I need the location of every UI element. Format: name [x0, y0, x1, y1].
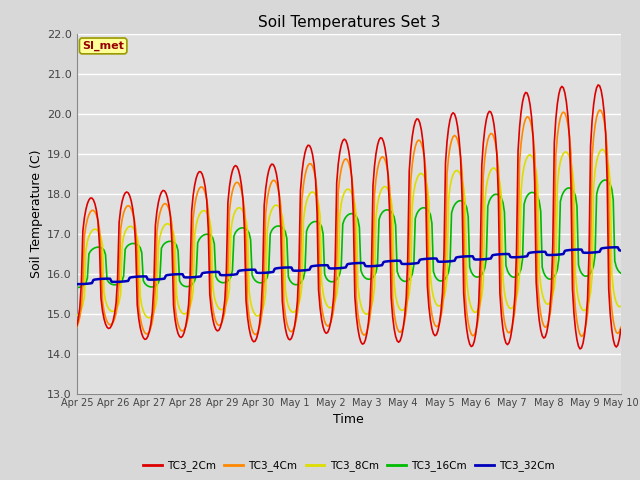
- TC3_2Cm: [401, 313, 408, 319]
- TC3_2Cm: [174, 331, 182, 336]
- TC3_4Cm: [73, 324, 81, 330]
- TC3_32Cm: [74, 281, 82, 287]
- TC3_32Cm: [403, 261, 410, 267]
- TC3_16Cm: [602, 177, 609, 183]
- TC3_8Cm: [88, 228, 96, 234]
- TC3_4Cm: [401, 318, 408, 324]
- TC3_8Cm: [617, 303, 625, 309]
- TC3_8Cm: [176, 306, 184, 312]
- TC3_4Cm: [413, 139, 420, 145]
- TC3_8Cm: [403, 302, 410, 308]
- TC3_16Cm: [88, 247, 96, 252]
- TC3_16Cm: [401, 278, 408, 284]
- Y-axis label: Soil Temperature (C): Soil Temperature (C): [30, 149, 43, 278]
- TC3_4Cm: [88, 207, 96, 213]
- TC3_2Cm: [617, 326, 625, 332]
- Line: TC3_2Cm: TC3_2Cm: [77, 85, 621, 349]
- TC3_8Cm: [73, 312, 81, 318]
- TC3_4Cm: [383, 162, 390, 168]
- TC3_16Cm: [617, 270, 625, 276]
- Text: SI_met: SI_met: [82, 41, 124, 51]
- TC3_32Cm: [612, 244, 620, 250]
- TC3_16Cm: [413, 211, 420, 216]
- TC3_32Cm: [73, 281, 81, 287]
- TC3_4Cm: [617, 324, 625, 330]
- TC3_8Cm: [599, 146, 607, 152]
- TC3_2Cm: [88, 195, 96, 201]
- TC3_8Cm: [552, 269, 559, 275]
- TC3_16Cm: [383, 207, 390, 213]
- TC3_8Cm: [415, 173, 422, 179]
- TC3_2Cm: [383, 156, 390, 162]
- TC3_16Cm: [550, 274, 558, 279]
- Legend: TC3_2Cm, TC3_4Cm, TC3_8Cm, TC3_16Cm, TC3_32Cm: TC3_2Cm, TC3_4Cm, TC3_8Cm, TC3_16Cm, TC3…: [139, 456, 559, 476]
- Line: TC3_16Cm: TC3_16Cm: [77, 180, 621, 288]
- TC3_2Cm: [576, 346, 584, 352]
- TC3_32Cm: [415, 260, 422, 266]
- Title: Soil Temperatures Set 3: Soil Temperatures Set 3: [257, 15, 440, 30]
- TC3_4Cm: [174, 321, 182, 327]
- TC3_4Cm: [550, 245, 558, 251]
- TC3_32Cm: [552, 252, 559, 258]
- TC3_2Cm: [595, 82, 602, 88]
- TC3_8Cm: [384, 187, 392, 192]
- TC3_4Cm: [596, 107, 604, 113]
- TC3_16Cm: [73, 285, 81, 290]
- Line: TC3_4Cm: TC3_4Cm: [77, 110, 621, 336]
- TC3_2Cm: [413, 116, 420, 122]
- TC3_32Cm: [90, 277, 97, 283]
- TC3_4Cm: [578, 334, 586, 339]
- TC3_8Cm: [145, 315, 153, 321]
- Line: TC3_8Cm: TC3_8Cm: [77, 149, 621, 318]
- TC3_2Cm: [73, 323, 81, 329]
- TC3_32Cm: [384, 258, 392, 264]
- X-axis label: Time: Time: [333, 413, 364, 426]
- Line: TC3_32Cm: TC3_32Cm: [77, 247, 621, 284]
- TC3_16Cm: [174, 248, 182, 253]
- TC3_32Cm: [617, 248, 625, 253]
- TC3_2Cm: [550, 140, 558, 145]
- TC3_32Cm: [176, 271, 184, 277]
